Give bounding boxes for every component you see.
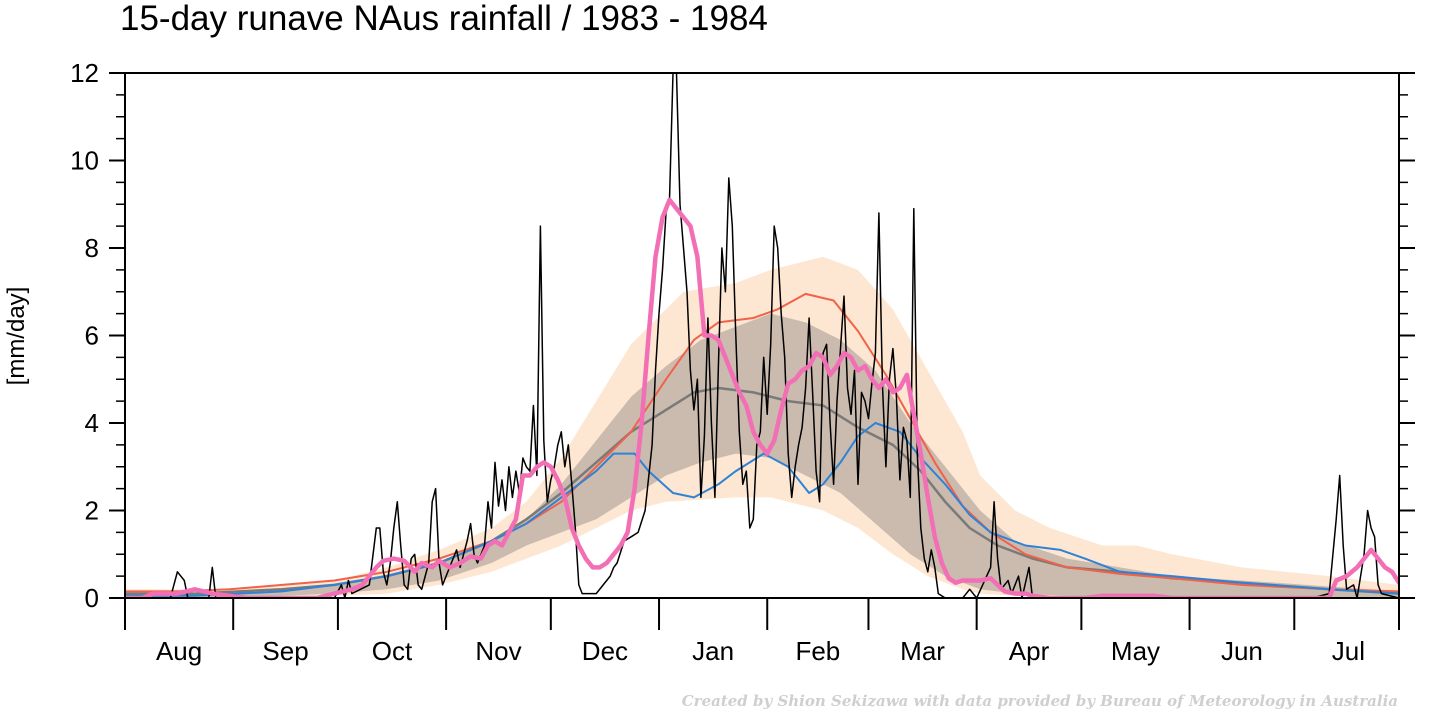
y-tick-label: 10 [70,146,99,176]
x-tick-label-nov: Nov [475,636,521,666]
x-tick-label-may: May [1111,636,1160,666]
daily-line [125,73,1399,598]
y-tick-label: 4 [85,408,99,438]
chart-title: 15-day runave NAus rainfall / 1983 - 198… [120,0,768,38]
plot-area [125,73,1399,598]
y-axis-label: [mm/day] [3,287,30,386]
y-tick-label: 6 [85,321,99,351]
x-tick-label-apr: Apr [1009,636,1050,666]
runave-line [125,197,1399,598]
y-tick-label: 2 [85,496,99,526]
y-tick-label: 8 [85,233,99,263]
x-tick-label-jun: Jun [1221,636,1263,666]
x-tick-label-aug: Aug [156,636,202,666]
credit-text: Created by Shion Sekizawa with data prov… [682,692,1398,710]
x-tick-label-dec: Dec [582,636,628,666]
x-tick-label-jan: Jan [692,636,734,666]
y-tick-label: 0 [85,583,99,613]
x-tick-label-oct: Oct [372,636,413,666]
x-tick-label-jul: Jul [1332,636,1365,666]
x-tick-label-feb: Feb [795,636,840,666]
x-tick-label-sep: Sep [262,636,308,666]
axes: 0 2 4 6 8 10 12 Aug Sep Oct Nov Dec Jan Feb Mar Apr May J… [70,58,1415,666]
red-line-line [125,292,1399,593]
x-tick-label-mar: Mar [900,636,945,666]
y-tick-label: 12 [70,58,99,88]
